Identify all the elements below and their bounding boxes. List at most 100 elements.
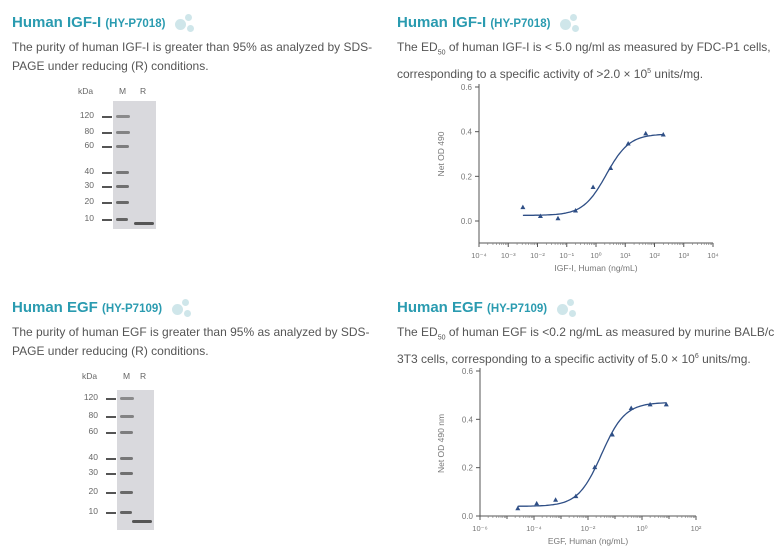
product-code: (HY-P7109) bbox=[102, 303, 163, 315]
fit-curve bbox=[522, 133, 664, 217]
lane-r-label: R bbox=[140, 86, 147, 96]
marker-tick bbox=[102, 219, 112, 221]
lane-m-label: M bbox=[119, 86, 127, 96]
x-axis-label: IGF-I, Human (ng/mL) bbox=[554, 263, 637, 273]
desc-text: units/mg. bbox=[651, 67, 704, 82]
marker-label: 120 bbox=[83, 392, 98, 402]
x-tick-label: 10¹ bbox=[620, 251, 631, 260]
kda-label: kDa bbox=[82, 371, 98, 381]
marker-band bbox=[120, 397, 134, 400]
y-tick-label: 0.0 bbox=[462, 512, 474, 521]
title-text: Human EGF bbox=[397, 299, 483, 316]
marker-band bbox=[120, 415, 134, 418]
data-point bbox=[625, 140, 631, 146]
section-title: Human IGF-I (HY-P7018) bbox=[397, 14, 777, 33]
section-description: The ED50 of human EGF is <0.2 ng/mL as m… bbox=[397, 323, 777, 369]
marker-label: 30 bbox=[88, 467, 98, 477]
marker-band bbox=[120, 491, 133, 494]
product-code: (HY-P7018) bbox=[490, 18, 551, 30]
molecule-icon bbox=[557, 299, 579, 318]
marker-tick bbox=[102, 146, 112, 148]
data-point bbox=[555, 215, 561, 221]
marker-tick bbox=[106, 512, 116, 514]
desc-sup: 5 bbox=[647, 68, 652, 76]
kda-label: kDa bbox=[78, 86, 94, 96]
gel-background bbox=[117, 390, 154, 530]
marker-label: 80 bbox=[88, 410, 98, 420]
egf-purity-section: Human EGF (HY-P7109) The purity of human… bbox=[12, 299, 382, 361]
marker-band bbox=[116, 218, 129, 221]
data-point bbox=[608, 165, 614, 171]
desc-sub: 50 bbox=[437, 49, 446, 57]
marker-band bbox=[120, 511, 133, 514]
title-text: Human IGF-I bbox=[12, 14, 102, 31]
x-tick-label: 10⁻⁶ bbox=[472, 524, 487, 533]
x-tick-label: 10² bbox=[649, 251, 660, 260]
x-tick-label: 10⁰ bbox=[636, 524, 647, 533]
marker-label: 120 bbox=[79, 110, 94, 120]
marker-tick bbox=[106, 473, 116, 475]
marker-label: 20 bbox=[84, 196, 94, 206]
marker-tick bbox=[106, 416, 116, 418]
section-description: The ED50 of human IGF-I is < 5.0 ng/ml a… bbox=[397, 38, 777, 84]
marker-band bbox=[116, 185, 129, 188]
data-point bbox=[590, 184, 596, 189]
x-tick-label: 10⁰ bbox=[590, 251, 601, 260]
lane-r-label: R bbox=[140, 371, 147, 381]
data-point bbox=[592, 464, 598, 470]
y-tick-label: 0.2 bbox=[461, 172, 473, 181]
egf-activity-section: Human EGF (HY-P7109) The ED50 of human E… bbox=[397, 299, 777, 369]
gel-background bbox=[113, 101, 156, 229]
marker-label: 60 bbox=[88, 426, 98, 436]
desc-text: units/mg. bbox=[698, 352, 751, 367]
desc-text: The ED bbox=[397, 40, 438, 55]
title-text: Human IGF-I bbox=[397, 14, 487, 31]
y-tick-label: 0.0 bbox=[461, 217, 473, 226]
marker-label: 10 bbox=[84, 213, 94, 223]
marker-band bbox=[116, 171, 130, 174]
marker-label: 10 bbox=[88, 506, 98, 516]
marker-tick bbox=[102, 186, 112, 188]
y-axis-label: Net OD 490 nm bbox=[436, 414, 446, 473]
desc-sub: 50 bbox=[437, 334, 446, 342]
desc-sup: 6 bbox=[694, 353, 699, 361]
molecule-icon bbox=[175, 14, 197, 33]
y-tick-label: 0.4 bbox=[461, 128, 473, 137]
marker-tick bbox=[102, 172, 112, 174]
marker-tick bbox=[106, 492, 116, 494]
marker-band bbox=[120, 431, 134, 434]
desc-text: of human IGF-I is < 5.0 ng/ml as measure… bbox=[397, 40, 771, 82]
x-tick-label: 10⁻⁴ bbox=[526, 524, 542, 533]
data-point bbox=[647, 401, 653, 407]
data-point bbox=[515, 505, 521, 511]
igf-purity-section: Human IGF-I (HY-P7018) The purity of hum… bbox=[12, 14, 382, 76]
data-point bbox=[628, 405, 634, 410]
data-point bbox=[537, 213, 543, 219]
marker-label: 40 bbox=[84, 166, 94, 176]
igf-activity-section: Human IGF-I (HY-P7018) The ED50 of human… bbox=[397, 14, 777, 84]
data-point bbox=[660, 132, 666, 137]
marker-label: 80 bbox=[84, 126, 94, 136]
x-tick-label: 10⁻³ bbox=[501, 251, 516, 260]
data-point bbox=[553, 497, 559, 502]
section-title: Human EGF (HY-P7109) bbox=[397, 299, 777, 318]
x-tick-label: 10⁻¹ bbox=[559, 251, 574, 260]
x-tick-label: 10⁻⁴ bbox=[471, 251, 487, 260]
x-tick-label: 10⁻² bbox=[530, 251, 545, 260]
marker-band bbox=[116, 115, 130, 118]
data-point bbox=[663, 401, 669, 407]
marker-band bbox=[120, 472, 133, 475]
y-tick-label: 0.6 bbox=[461, 83, 473, 92]
data-point bbox=[609, 432, 615, 437]
marker-label: 60 bbox=[84, 140, 94, 150]
data-point bbox=[573, 493, 579, 499]
egf-dose-response-chart: 0.0 0.2 0.4 0.6 10⁻⁶ 10⁻⁴ 10⁻² 10⁰ 10² EGF, Human… bbox=[436, 367, 702, 546]
marker-band bbox=[116, 201, 129, 204]
data-point bbox=[573, 207, 579, 213]
sample-band bbox=[134, 222, 154, 225]
y-axis-label: Net OD 490 bbox=[436, 131, 446, 176]
marker-tick bbox=[106, 458, 116, 460]
y-tick-label: 0.2 bbox=[462, 464, 474, 473]
x-axis-label: EGF, Human (ng/mL) bbox=[548, 536, 628, 546]
